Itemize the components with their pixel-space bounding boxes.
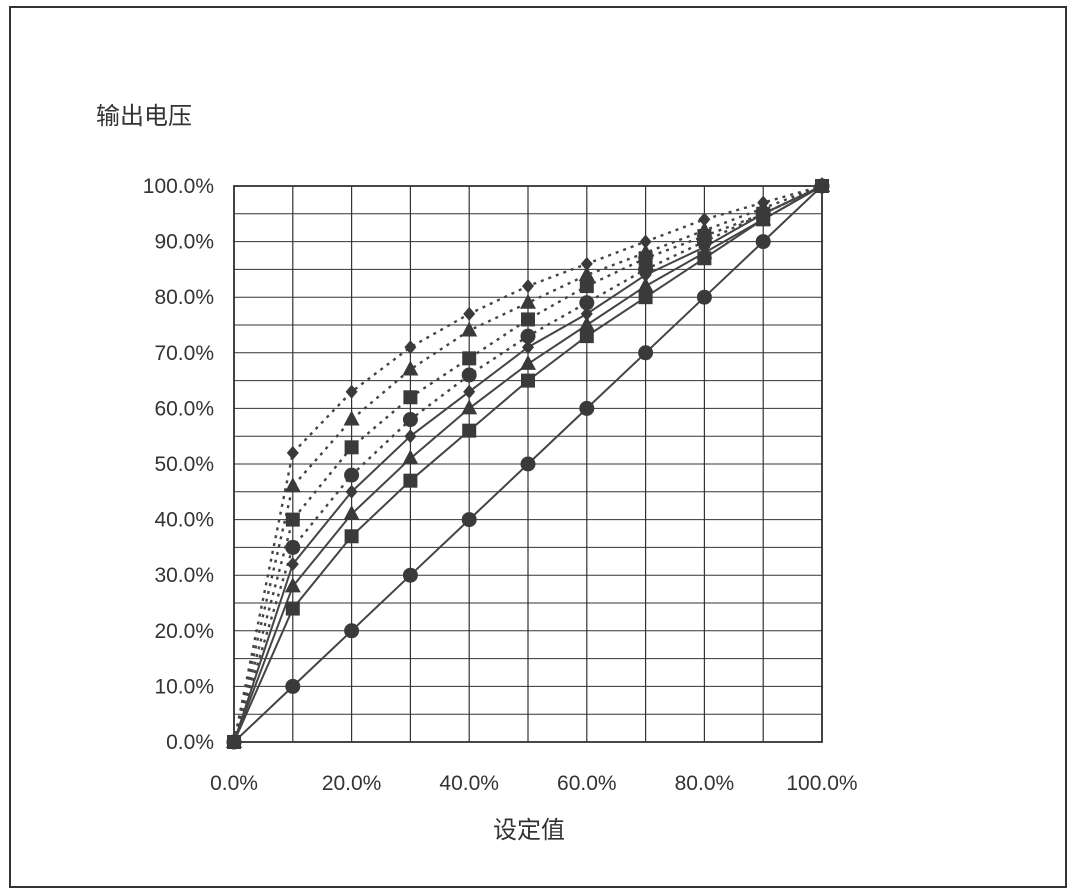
x-tick-label: 0.0% [210,772,258,795]
data-point-triangle [578,316,595,331]
data-point-diamond [404,429,417,444]
data-point-diamond [698,212,711,227]
data-point-square [285,601,300,616]
y-axis-title: 输出电压 [96,102,192,130]
data-point-triangle [578,265,595,281]
data-point-circle [461,367,477,383]
data-point-triangle [637,243,654,259]
y-tick-label: 0.0% [166,731,214,754]
data-point-triangle [343,505,360,521]
data-point-circle [402,567,418,583]
series-line-7 [232,184,823,743]
data-point-diamond [522,279,534,294]
data-point-diamond [463,384,476,399]
y-tick-label: 10.0% [154,675,214,698]
data-point-square [344,529,359,544]
y-tick-label: 90.0% [154,231,214,254]
data-point-triangle [402,449,419,465]
y-tick-label: 30.0% [154,564,214,587]
plot-border [233,185,823,743]
data-point-diamond [580,306,593,321]
data-point-circle [755,234,771,250]
data-point-square [462,423,477,438]
data-point-diamond [463,306,476,321]
y-tick-label: 70.0% [154,342,214,365]
data-point-diamond [639,234,652,249]
data-point-triangle [284,477,301,493]
data-point-square [403,473,418,488]
data-point-triangle [520,293,536,309]
x-tick-label: 60.0% [557,772,617,795]
data-point-diamond [580,256,593,271]
chart-frame [9,6,1067,888]
data-point-diamond [404,340,417,355]
data-point-circle [696,289,712,305]
data-point-diamond [757,195,770,210]
y-tick-label: 50.0% [154,453,214,476]
y-tick-label: 20.0% [154,620,214,643]
data-point-square [521,312,535,327]
x-tick-label: 100.0% [786,772,857,795]
data-point-circle [285,678,301,694]
data-point-circle [520,328,536,344]
data-point-triangle [696,221,713,237]
data-point-circle [285,539,301,555]
data-point-circle [461,512,477,528]
data-point-triangle [343,410,360,426]
data-point-square [579,279,594,294]
data-point-square [521,373,535,388]
data-point-square [462,351,477,366]
data-point-triangle [520,354,536,370]
data-point-diamond [228,735,240,749]
x-tick-label: 20.0% [322,772,382,795]
data-point-triangle [284,577,301,593]
y-tick-label: 100.0% [143,175,214,198]
data-point-square [579,329,594,344]
y-tick-label: 60.0% [154,397,214,420]
data-point-triangle [461,321,478,337]
data-point-diamond [286,557,299,572]
data-point-square [285,512,300,527]
data-point-diamond [345,484,358,499]
data-point-circle [638,261,654,277]
data-point-diamond [816,179,828,193]
data-point-diamond [522,340,534,355]
x-axis-title: 设定值 [493,816,565,844]
data-point-circle [344,623,360,639]
data-point-circle [520,456,536,472]
data-point-square [403,390,418,405]
x-tick-label: 80.0% [675,772,735,795]
data-point-diamond [286,445,299,460]
y-tick-label: 40.0% [154,509,214,532]
data-point-circle [402,412,418,428]
data-point-triangle [402,360,419,376]
y-tick-label: 80.0% [154,286,214,309]
data-point-triangle [461,399,478,415]
x-tick-label: 40.0% [439,772,499,795]
data-point-diamond [345,384,358,399]
data-point-square [344,440,359,455]
data-point-circle [638,345,654,361]
data-point-triangle [637,277,654,293]
data-point-circle [579,400,595,416]
data-point-square [638,290,653,305]
data-point-circle [579,295,595,311]
data-point-circle [344,467,360,483]
